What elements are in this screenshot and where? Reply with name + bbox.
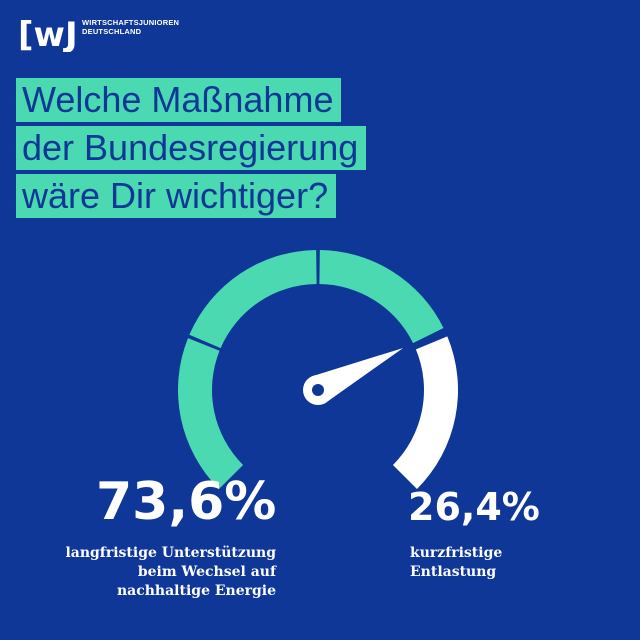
category-label-longterm: langfristige Unterstützung beim Wechsel … [65, 544, 276, 601]
question-heading: Welche Maßnahme der Bundesregierung wäre… [16, 78, 367, 222]
category-label-shortterm-line1: kurzfristige [410, 545, 503, 561]
brand-name-line1: WIRTSCHAFTSJUNIOREN [82, 18, 180, 27]
value-label-longterm: 73,6% [96, 472, 277, 532]
gauge-segment-shortterm [392, 336, 458, 489]
gauge-segment-longterm [189, 250, 317, 349]
brand-logo: [wJ WIRTSCHAFTSJUNIOREN DEUTSCHLAND [18, 14, 179, 54]
wj-logo-icon: [wJ [18, 15, 76, 52]
question-line-1: Welche Maßnahme [16, 78, 342, 122]
category-label-longterm-line3: nachhaltige Energie [116, 583, 276, 599]
category-label-shortterm-line2: Entlastung [410, 564, 497, 580]
category-label-shortterm: kurzfristige Entlastung [410, 544, 502, 582]
question-line-3: wäre Dir wichtiger? [16, 174, 337, 218]
gauge-segment-longterm [319, 250, 444, 344]
brand-name: WIRTSCHAFTSJUNIOREN DEUTSCHLAND [82, 18, 179, 36]
logo-mark-text: [wJ [18, 15, 76, 52]
gauge-needle [311, 347, 404, 404]
value-label-shortterm: 26,4% [408, 485, 540, 529]
gauge-needle-hub-center [312, 384, 324, 396]
category-label-longterm-line2: beim Wechsel auf [137, 564, 276, 580]
question-line-2: der Bundesregierung [16, 126, 367, 170]
gauge-segment-longterm [178, 338, 244, 489]
category-label-longterm-line1: langfristige Unterstützung [65, 545, 276, 561]
brand-name-line2: DEUTSCHLAND [82, 27, 142, 36]
